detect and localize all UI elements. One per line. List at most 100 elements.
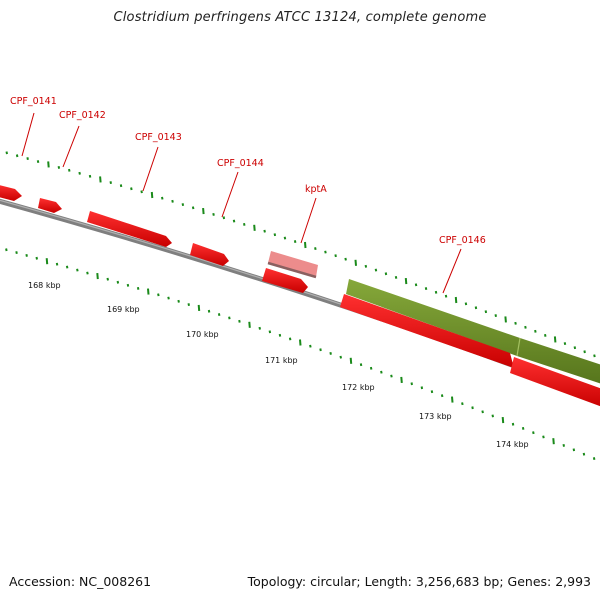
inner-tick-mark [390, 374, 393, 378]
feature-cpf-0143[interactable] [87, 211, 172, 247]
feature-cds-row2-b[interactable] [340, 294, 514, 368]
gene-label-cpf-0143: CPF_0143 [135, 132, 182, 143]
feature-kpta[interactable] [268, 251, 318, 277]
position-label-174: 174 kbp [496, 440, 529, 449]
outer-tick-mark [544, 334, 547, 337]
inner-tick-ring [5, 248, 596, 460]
outer-tick-mark [504, 316, 507, 323]
gene-label-cpf-0141: CPF_0141 [10, 96, 57, 107]
position-label-172: 172 kbp [342, 383, 375, 392]
inner-tick-mark [521, 427, 525, 430]
inner-tick-mark [116, 280, 120, 284]
outer-tick-mark [26, 157, 29, 160]
inner-tick-mark [481, 410, 484, 414]
inner-tick-mark [532, 431, 535, 435]
outer-tick-mark [191, 206, 195, 210]
outer-tick-mark [5, 151, 8, 155]
genome-stats-text: Topology: circular; Length: 3,256,683 bp… [247, 574, 591, 589]
inner-tick-mark [5, 248, 8, 252]
inner-tick-mark [319, 348, 322, 352]
outer-tick-mark [583, 350, 586, 354]
inner-tick-mark [187, 303, 190, 306]
outer-tick-ring [5, 151, 596, 358]
outer-tick-mark [119, 184, 123, 188]
outer-tick-mark [404, 278, 408, 285]
inner-tick-mark [542, 435, 545, 439]
inner-tick-mark [309, 344, 312, 348]
inner-tick-mark [126, 283, 130, 287]
inner-tick-mark [420, 386, 424, 390]
inner-tick-mark [278, 333, 282, 337]
outer-tick-mark [140, 190, 143, 194]
gene-label-kpta: kptA [305, 184, 327, 195]
inner-tick-mark [461, 402, 464, 406]
feature-cpf-0142[interactable] [38, 198, 62, 213]
feature-cds-row2-c[interactable] [510, 357, 600, 408]
inner-tick-mark [592, 457, 596, 460]
position-label-169: 169 kbp [107, 305, 140, 314]
inner-tick-mark [106, 277, 109, 281]
outer-tick-mark [222, 216, 226, 220]
outer-tick-mark [68, 168, 71, 172]
outer-tick-mark [293, 240, 297, 243]
outer-tick-mark [454, 296, 458, 304]
outer-tick-mark [394, 276, 398, 279]
inner-tick-mark [238, 319, 241, 323]
leader-cpf-0141 [21, 112, 35, 157]
inner-tick-mark [501, 417, 505, 424]
outer-tick-mark [364, 264, 368, 268]
inner-tick-mark [329, 352, 332, 355]
position-label-171: 171 kbp [265, 356, 298, 365]
leader-cpf-0143 [142, 146, 159, 192]
inner-tick-mark [562, 444, 565, 447]
outer-tick-mark [344, 257, 347, 261]
outer-tick-mark [484, 310, 488, 314]
outer-tick-mark [202, 208, 205, 215]
feature-cpf-0141[interactable] [0, 184, 22, 201]
position-label-173: 173 kbp [419, 412, 452, 421]
inner-tick-mark [339, 355, 342, 359]
outer-tick-mark [212, 213, 215, 216]
outer-tick-mark [334, 254, 337, 258]
inner-tick-mark [410, 382, 413, 386]
inner-tick-mark [552, 438, 555, 445]
outer-tick-mark [384, 272, 388, 276]
outer-tick-mark [88, 174, 92, 178]
outer-tick-mark [374, 268, 378, 272]
feature-cds-row2-a[interactable] [262, 268, 308, 293]
inner-tick-mark [491, 414, 494, 418]
gene-label-cpf-0146: CPF_0146 [439, 235, 486, 246]
inner-tick-mark [511, 422, 515, 426]
leader-kpta [300, 197, 317, 244]
inner-tick-mark [147, 288, 150, 295]
outer-tick-mark [524, 325, 527, 329]
outer-tick-mark [464, 302, 468, 306]
outer-tick-mark [78, 171, 81, 175]
outer-tick-mark [99, 176, 102, 183]
outer-tick-mark [283, 236, 287, 240]
outer-tick-mark [47, 161, 50, 168]
inner-tick-mark [217, 313, 221, 316]
outer-tick-mark [534, 329, 537, 333]
feature-cpf-0146-divider [516, 337, 521, 357]
inner-tick-mark [288, 337, 292, 341]
inner-tick-mark [136, 287, 140, 290]
feature-cpf-0146[interactable] [346, 279, 600, 385]
inner-tick-mark [35, 256, 38, 260]
genome-backbone [0, 198, 600, 401]
inner-tick-mark [15, 251, 18, 254]
inner-tick-mark [207, 309, 211, 313]
outer-tick-mark [15, 154, 19, 158]
position-label-170: 170 kbp [186, 330, 219, 339]
inner-tick-mark [440, 394, 444, 398]
inner-tick-mark [299, 339, 302, 346]
outer-tick-mark [57, 166, 61, 169]
feature-cpf-0144[interactable] [190, 243, 229, 266]
outer-tick-mark [232, 219, 236, 223]
inner-tick-mark [86, 271, 89, 275]
outer-tick-mark [414, 283, 418, 287]
inner-tick-mark [380, 370, 383, 374]
inner-tick-mark [268, 330, 272, 334]
outer-tick-mark [553, 336, 557, 343]
